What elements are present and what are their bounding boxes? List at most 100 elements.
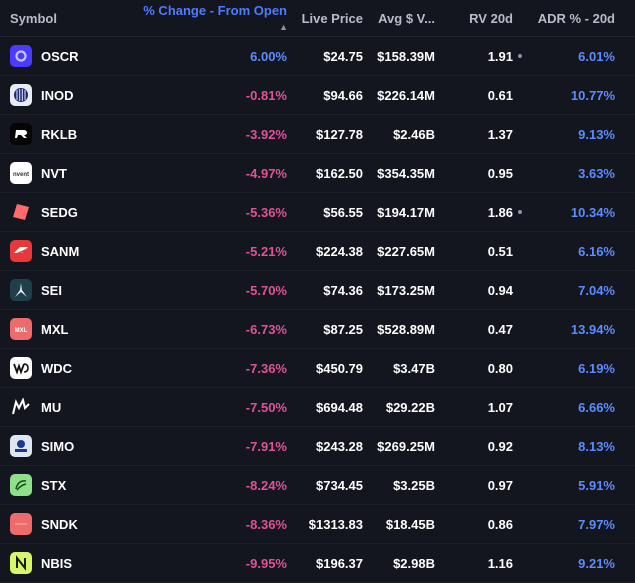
rv-cell: 0.47	[435, 322, 513, 337]
ticker-label: INOD	[41, 87, 74, 103]
table-header: Symbol % Change - From Open▲ Live Price …	[0, 0, 635, 37]
ticker-label: STX	[41, 477, 67, 493]
adr-cell: 8.13%	[578, 438, 615, 454]
column-header-price[interactable]: Live Price	[301, 10, 363, 26]
adr-cell: 6.01%	[578, 48, 615, 64]
rv-value: 0.61	[487, 87, 513, 103]
price-cell: $87.25	[323, 321, 363, 337]
adr-cell: 7.97%	[578, 516, 615, 532]
table-row[interactable]: OSCR 6.00% $24.75 $158.39M 1.91 6.01%	[0, 37, 635, 76]
ticker-label: SEDG	[41, 204, 78, 220]
column-header-symbol[interactable]: Symbol	[10, 10, 57, 26]
rv-value: 1.37	[487, 126, 513, 142]
rv-cell: 0.51	[435, 244, 513, 259]
table-row[interactable]: SNDK -8.36% $1313.83 $18.45B 0.86 7.97%	[0, 505, 635, 544]
ticker-label: NVT	[41, 165, 67, 181]
change-cell: -7.91%	[245, 438, 287, 454]
change-cell: -7.36%	[245, 360, 287, 376]
table-row[interactable]: MXL MXL -6.73% $87.25 $528.89M 0.47 13.94%	[0, 310, 635, 349]
price-cell: $24.75	[323, 48, 363, 64]
adr-cell: 3.63%	[578, 165, 615, 181]
rv-cell: 0.80	[435, 361, 513, 376]
symbol-cell: MU	[0, 396, 140, 418]
rv-value: 0.80	[487, 360, 513, 376]
rv-value: 0.97	[487, 477, 513, 493]
ticker-label: RKLB	[41, 126, 78, 142]
rv-value: 1.91	[487, 48, 513, 64]
avg-volume-cell: $158.39M	[377, 48, 435, 64]
avg-volume-cell: $354.35M	[377, 165, 435, 181]
oscr-logo-icon	[10, 45, 32, 67]
mu-logo-icon	[10, 396, 32, 418]
table-body: OSCR 6.00% $24.75 $158.39M 1.91 6.01% INOD -0.8…	[0, 37, 635, 583]
rv-value: 0.94	[487, 282, 513, 298]
avg-volume-cell: $3.25B	[393, 477, 435, 493]
table-row[interactable]: SEI -5.70% $74.36 $173.25M 0.94 7.04%	[0, 271, 635, 310]
symbol-cell: STX	[0, 474, 140, 496]
price-cell: $224.38	[316, 243, 363, 259]
price-cell: $56.55	[323, 204, 363, 220]
sei-logo-icon	[10, 279, 32, 301]
table-row[interactable]: MU -7.50% $694.48 $29.22B 1.07 6.66%	[0, 388, 635, 427]
mxl-logo-icon: MXL	[10, 318, 32, 340]
ticker-label: SANM	[41, 243, 80, 259]
table-row[interactable]: NBIS -9.95% $196.37 $2.98B 1.16 9.21%	[0, 544, 635, 583]
table-row[interactable]: WDC -7.36% $450.79 $3.47B 0.80 6.19%	[0, 349, 635, 388]
ticker-label: MU	[41, 399, 62, 415]
svg-text:nvent: nvent	[13, 172, 29, 178]
change-cell: -3.92%	[245, 126, 287, 142]
table-row[interactable]: SEDG -5.36% $56.55 $194.17M 1.86 10.34%	[0, 193, 635, 232]
rv-value: 1.86	[487, 204, 513, 220]
adr-cell: 6.16%	[578, 243, 615, 259]
table-row[interactable]: nvent NVT -4.97% $162.50 $354.35M 0.95 3.63%	[0, 154, 635, 193]
ticker-label: MXL	[41, 321, 69, 337]
change-cell: -8.36%	[245, 516, 287, 532]
price-cell: $196.37	[316, 555, 363, 571]
change-cell: -5.70%	[245, 282, 287, 298]
rv-value: 0.51	[487, 243, 513, 259]
adr-cell: 7.04%	[578, 282, 615, 298]
column-header-rv[interactable]: RV 20d	[469, 10, 513, 26]
table-row[interactable]: STX -8.24% $734.45 $3.25B 0.97 5.91%	[0, 466, 635, 505]
change-cell: -6.73%	[245, 321, 287, 337]
price-cell: $127.78	[316, 126, 363, 142]
adr-cell: 6.66%	[578, 399, 615, 415]
avg-volume-cell: $29.22B	[385, 399, 435, 415]
rv-cell: 0.97	[435, 478, 513, 493]
rv-cell: 0.95	[435, 166, 513, 181]
rv-cell: 1.37	[435, 127, 513, 142]
stx-logo-icon	[10, 474, 32, 496]
table-row[interactable]: INOD -0.81% $94.66 $226.14M 0.61 10.77%	[0, 76, 635, 115]
avg-volume-cell: $18.45B	[385, 516, 435, 532]
table-row[interactable]: RKLB -3.92% $127.78 $2.46B 1.37 9.13%	[0, 115, 635, 154]
avg-volume-cell: $2.98B	[393, 555, 435, 571]
change-cell: -0.81%	[245, 87, 287, 103]
avg-volume-cell: $173.25M	[377, 282, 435, 298]
symbol-cell: SNDK	[0, 513, 140, 535]
adr-cell: 5.91%	[578, 477, 615, 493]
ticker-label: SNDK	[41, 516, 78, 532]
column-header-avg-volume[interactable]: Avg $ V...	[378, 10, 435, 26]
rv-cell: 1.86	[435, 204, 522, 220]
rv-cell: 1.07	[435, 400, 513, 415]
ticker-label: OSCR	[41, 48, 79, 64]
avg-volume-cell: $2.46B	[393, 126, 435, 142]
rv-value: 1.07	[487, 399, 513, 415]
table-row[interactable]: SIMO -7.91% $243.28 $269.25M 0.92 8.13%	[0, 427, 635, 466]
column-header-change[interactable]: % Change - From Open ▲	[140, 3, 290, 33]
price-cell: $94.66	[323, 87, 363, 103]
change-cell: -7.50%	[245, 399, 287, 415]
column-header-adr[interactable]: ADR % - 20d	[537, 10, 615, 26]
ticker-label: WDC	[41, 360, 73, 376]
rv-indicator-icon	[518, 210, 522, 214]
change-cell: 6.00%	[250, 48, 287, 64]
change-cell: -9.95%	[245, 555, 287, 571]
table-row[interactable]: SANM -5.21% $224.38 $227.65M 0.51 6.16%	[0, 232, 635, 271]
adr-cell: 10.77%	[570, 87, 615, 103]
avg-volume-cell: $194.17M	[377, 204, 435, 220]
rv-value: 1.16	[487, 555, 513, 571]
symbol-cell: NBIS	[0, 552, 140, 574]
avg-volume-cell: $227.65M	[377, 243, 435, 259]
rv-indicator-icon	[518, 54, 522, 58]
